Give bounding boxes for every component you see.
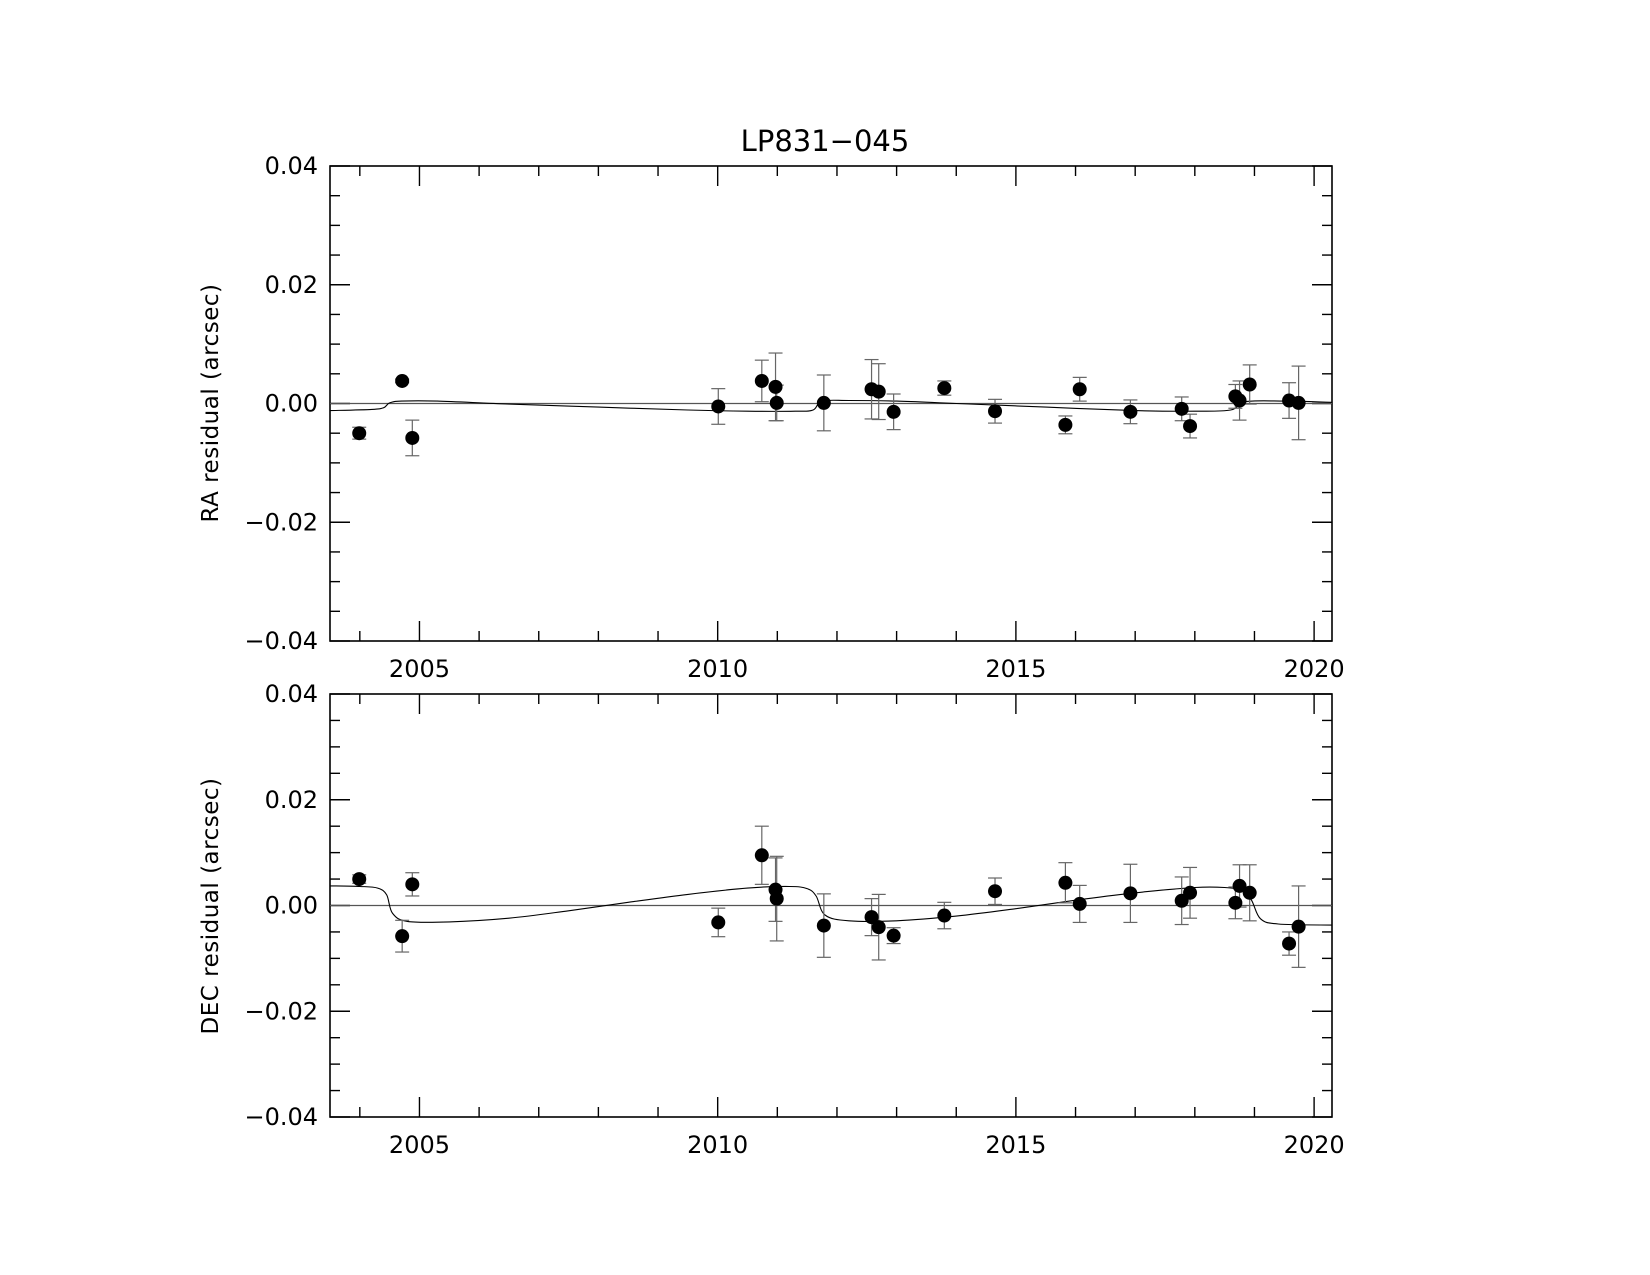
- error-bars: [352, 825, 1306, 968]
- data-point: [1242, 377, 1257, 392]
- x-tick-label: 2010: [687, 655, 748, 683]
- data-point: [405, 877, 420, 892]
- chart-title: LP831−045: [741, 124, 910, 158]
- data-point: [937, 381, 952, 396]
- data-points: [352, 848, 1306, 951]
- data-point: [1291, 395, 1306, 410]
- data-points: [352, 373, 1306, 445]
- data-point: [1123, 886, 1138, 901]
- data-point: [1174, 401, 1189, 416]
- x-tick-label: 2020: [1284, 655, 1345, 683]
- x-tick-label: 2005: [389, 1131, 450, 1159]
- data-point: [1232, 878, 1247, 893]
- x-tick-label: 2015: [985, 1131, 1046, 1159]
- y-tick-label: 0.04: [265, 680, 318, 708]
- y-tick-label: 0.02: [265, 786, 318, 814]
- data-point: [1291, 919, 1306, 934]
- data-point: [1232, 393, 1247, 408]
- data-point: [1058, 875, 1073, 890]
- data-point: [1123, 404, 1138, 419]
- data-point: [754, 373, 769, 388]
- data-point: [816, 918, 831, 933]
- data-point: [871, 384, 886, 399]
- y-tick-label: 0.02: [265, 271, 318, 299]
- data-point: [754, 848, 769, 863]
- y-tick-labels: 0.04 0.02 0.00 −0.02 −0.04: [244, 680, 318, 1131]
- data-point: [886, 404, 901, 419]
- y-axis-label: DEC residual (arcsec): [198, 778, 224, 1035]
- x-tick-label: 2005: [389, 655, 450, 683]
- x-tick-label: 2010: [687, 1131, 748, 1159]
- data-point: [711, 399, 726, 414]
- data-point: [1282, 936, 1297, 951]
- data-point: [1183, 885, 1198, 900]
- data-point: [816, 395, 831, 410]
- y-tick-labels: 0.04 0.02 0.00 −0.02 −0.04: [244, 152, 318, 655]
- y-tick-label: 0.00: [265, 390, 318, 418]
- x-tick-label: 2015: [985, 655, 1046, 683]
- y-tick-label: 0.00: [265, 892, 318, 920]
- data-point: [1183, 419, 1198, 434]
- data-point: [1072, 896, 1087, 911]
- data-point: [937, 908, 952, 923]
- data-point: [864, 910, 879, 925]
- data-point: [768, 379, 783, 394]
- data-point: [711, 915, 726, 930]
- x-tick-label: 2020: [1284, 1131, 1345, 1159]
- data-point: [988, 884, 1003, 899]
- data-point: [1058, 417, 1073, 432]
- data-point: [405, 430, 420, 445]
- dec-residual-panel: 0.040.020.00−0.02−0.04 2005 2010 2015 2020 …: [198, 680, 1345, 1159]
- data-point: [1228, 895, 1243, 910]
- data-point: [769, 891, 784, 906]
- x-tick-labels: 2005 2010 2015 2020: [389, 1131, 1345, 1159]
- data-point: [988, 404, 1003, 419]
- data-point: [769, 395, 784, 410]
- data-point: [886, 928, 901, 943]
- y-tick-label: −0.04: [244, 1103, 318, 1131]
- data-point: [1072, 382, 1087, 397]
- data-point: [352, 426, 367, 441]
- model-curve: [329, 399, 1333, 412]
- y-tick-label: −0.02: [244, 997, 318, 1025]
- y-tick-label: 0.04: [265, 152, 318, 180]
- x-tick-labels: 2005 2010 2015 2020: [389, 655, 1345, 683]
- data-point: [1242, 885, 1257, 900]
- ticks: [330, 165, 1332, 642]
- y-tick-label: −0.02: [244, 508, 318, 536]
- y-tick-label: −0.04: [244, 627, 318, 655]
- data-point: [871, 920, 886, 935]
- ra-residual-panel: 0.040.020.00−0.02−0.04 2005 2010 2015 2020 …: [198, 152, 1345, 683]
- data-point: [395, 929, 410, 944]
- y-axis-label: RA residual (arcsec): [198, 284, 224, 523]
- data-point: [395, 373, 410, 388]
- data-point: [352, 872, 367, 887]
